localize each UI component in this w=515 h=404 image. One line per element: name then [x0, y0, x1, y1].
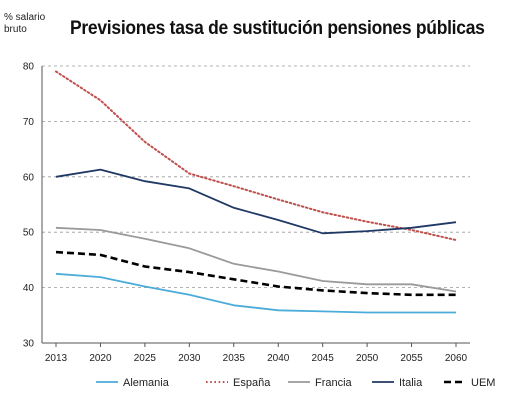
y-tick-label: 80	[23, 62, 35, 73]
x-tick-label: 2035	[223, 353, 246, 364]
x-tick-label: 2045	[312, 353, 335, 364]
series-line-italia	[55, 168, 457, 235]
legend-label-alemania: Alemania	[123, 377, 170, 389]
gridlines	[42, 65, 470, 289]
y-tick-label: 70	[23, 117, 35, 128]
axes	[41, 66, 470, 347]
series-line-francia	[55, 226, 457, 293]
x-tick-label: 2025	[134, 353, 157, 364]
y-tick-labels: 30 40 50 60 70 80	[23, 62, 35, 350]
chart-title: Previsiones tasa de sustitución pensione…	[70, 18, 485, 39]
x-tick-label: 2020	[89, 353, 112, 364]
x-tick-label: 2013	[45, 353, 68, 364]
series-line-alemania	[55, 272, 456, 314]
legend-label-italia: Italia	[399, 377, 423, 389]
x-tick-label: 2060	[445, 353, 468, 364]
y-axis-unit-label: % salario bruto	[4, 12, 46, 35]
legend: Alemania España Francia Italia UEM	[96, 377, 495, 389]
x-tick-labels: 2013 2020 2025 2030 2035 2040 2045 2050 2055 2060	[45, 353, 468, 364]
x-tick-label: 2040	[267, 353, 290, 364]
y-tick-label: 60	[23, 172, 35, 183]
x-tick-label: 2050	[356, 353, 379, 364]
series-line-espana	[55, 70, 457, 241]
y-tick-label: 30	[23, 339, 35, 350]
x-tick-label: 2055	[400, 353, 423, 364]
series-lines	[55, 70, 457, 314]
y-tick-label: 40	[23, 283, 35, 294]
series-line-uem	[55, 250, 456, 297]
legend-label-uem: UEM	[471, 377, 495, 389]
legend-label-espana: España	[233, 377, 271, 389]
y-tick-label: 50	[23, 228, 35, 239]
x-tick-label: 2030	[178, 353, 201, 364]
legend-label-francia: Francia	[315, 377, 353, 389]
